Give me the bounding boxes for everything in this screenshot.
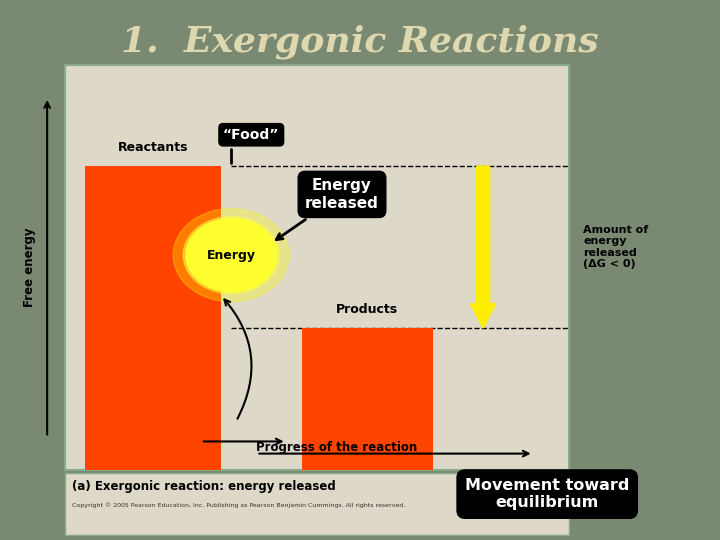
Text: Movement toward
equilibrium: Movement toward equilibrium (465, 478, 629, 510)
Text: 1.  Exergonic Reactions: 1. Exergonic Reactions (121, 24, 599, 59)
Text: Reactants: Reactants (118, 141, 188, 154)
Bar (85, 166, 221, 470)
Circle shape (186, 219, 276, 292)
Text: Progress of the reaction: Progress of the reaction (256, 441, 418, 454)
Circle shape (174, 208, 289, 302)
FancyBboxPatch shape (65, 472, 569, 535)
Circle shape (193, 225, 269, 286)
Text: Products: Products (336, 303, 398, 316)
FancyArrow shape (471, 166, 495, 328)
Text: Free energy: Free energy (23, 227, 36, 307)
Text: (a) Exergonic reaction: energy released: (a) Exergonic reaction: energy released (72, 480, 336, 492)
Text: Energy
released: Energy released (276, 178, 379, 240)
Circle shape (183, 217, 279, 294)
Text: “Food”: “Food” (223, 128, 279, 163)
Text: Amount of
energy
released
(ΔG < 0): Amount of energy released (ΔG < 0) (583, 225, 649, 269)
Text: Copyright © 2005 Pearson Education, Inc. Publishing as Pearson Benjamin Cummings: Copyright © 2005 Pearson Education, Inc.… (72, 502, 405, 508)
Text: Energy: Energy (207, 248, 256, 262)
Bar (302, 328, 433, 470)
